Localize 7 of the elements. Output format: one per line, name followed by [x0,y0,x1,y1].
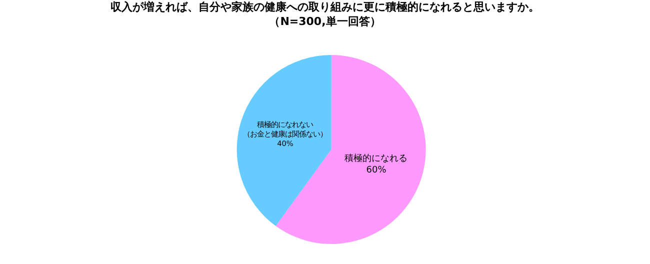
chart-subtitle: （N=300,単一回答） [269,14,381,28]
data-label: 40% [277,139,294,148]
data-label: 60% [366,165,387,176]
slice-label: 積極的になれない（お金と健康は関係ない） [243,120,328,139]
pie-slice [236,55,332,226]
slice-label: 積極的になれる [344,152,408,164]
chart-title: 収入が増えれば、自分や家族の健康への取り組みに更に積極的になれると思いますか。 [110,0,540,14]
